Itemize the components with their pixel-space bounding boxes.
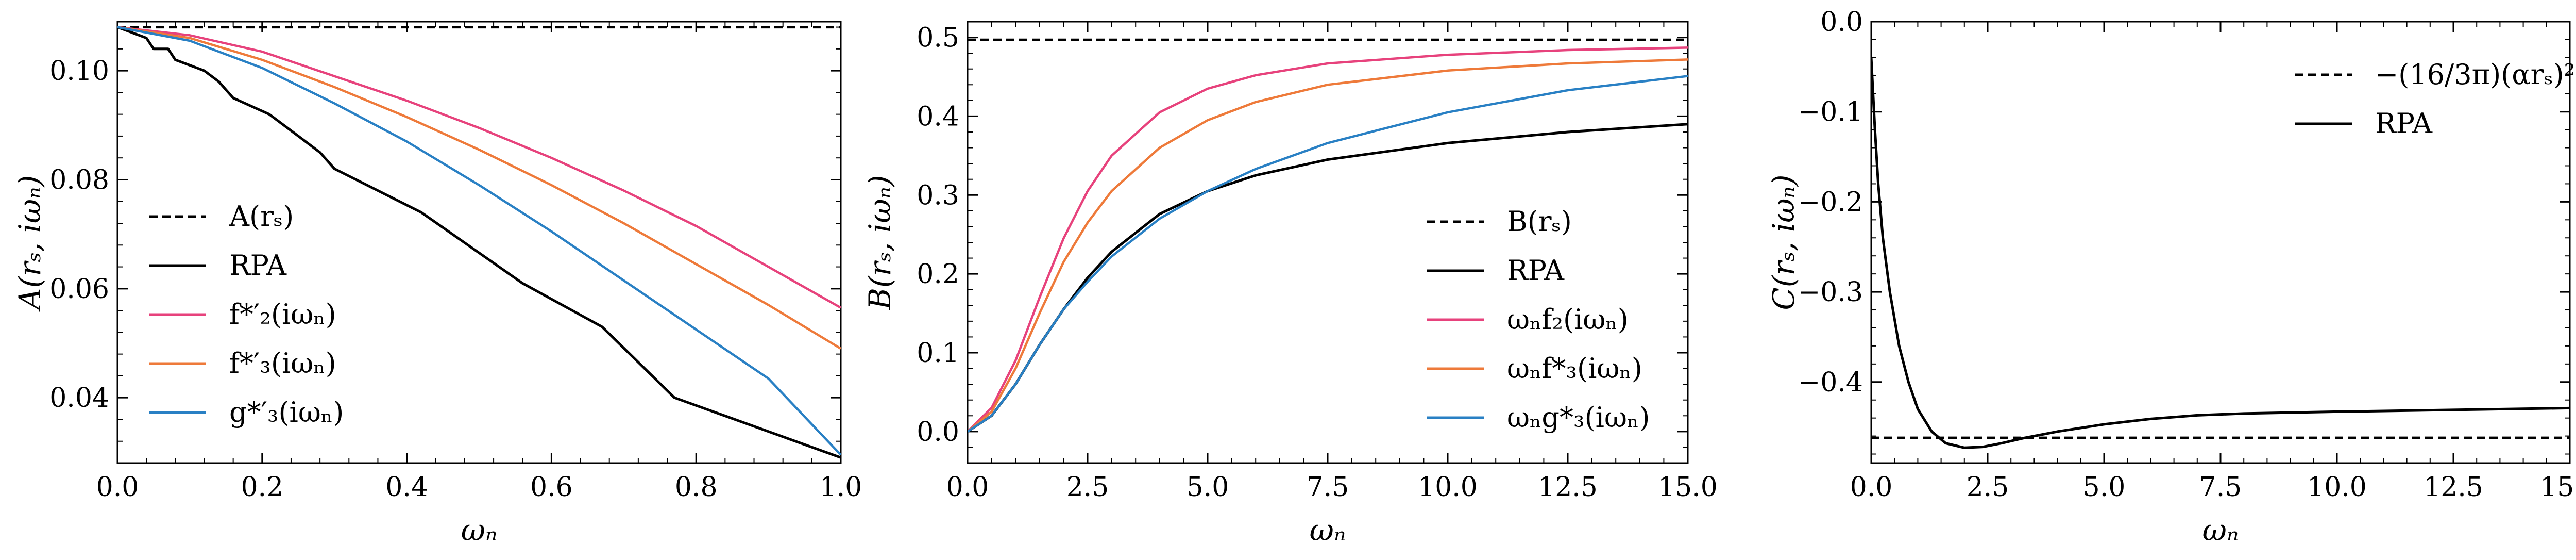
- y-tick-label: −0.2: [1798, 187, 1863, 218]
- legend-label: f*′₃(iωₙ): [229, 347, 336, 380]
- series-line-5: [117, 26, 841, 456]
- x-tick-label: 0.2: [241, 472, 283, 503]
- x-axis-label: ωₙ: [461, 513, 498, 548]
- y-tick-label: −0.3: [1798, 277, 1863, 308]
- series-line-2: [117, 26, 841, 459]
- x-tick-label: 10.0: [1418, 472, 1478, 503]
- x-tick-label: 0.4: [385, 472, 428, 503]
- y-tick-label: 0.2: [917, 259, 959, 290]
- series-line-2: [968, 123, 1688, 433]
- x-tick-label: 0.6: [530, 472, 573, 503]
- chart-panel-3: 0.0 2.5 5.0 7.5 10.0 12.5 15.0 0.0 −0.1 −0.2 −0.3 −…: [1766, 7, 2576, 548]
- series-line-4: [968, 58, 1688, 433]
- series-line-3: [117, 26, 841, 309]
- y-tick-label: 0.5: [917, 23, 959, 54]
- legend-label: g*′₃(iωₙ): [229, 396, 344, 429]
- legend-label: RPA: [2375, 107, 2433, 140]
- y-tick-label: −0.1: [1798, 97, 1863, 128]
- y-axis-label: A(rₛ, iωₙ): [12, 175, 47, 312]
- x-tick-label: 5.0: [1187, 472, 1229, 503]
- x-tick-label: 2.5: [1066, 472, 1109, 503]
- x-tick-label: 0.0: [946, 472, 989, 503]
- legend-label: −(16/3π)(αrₛ)²: [2375, 58, 2575, 91]
- legend-label: RPA: [1507, 254, 1565, 287]
- x-axis-label: ωₙ: [1310, 513, 1346, 548]
- x-tick-label: 15.0: [1658, 472, 1718, 503]
- x-tick-label: 2.5: [1967, 472, 2009, 503]
- x-tick-label: 7.5: [2199, 472, 2242, 503]
- y-tick-label: 0.04: [49, 383, 109, 414]
- x-tick-label: 10.0: [2307, 472, 2367, 503]
- legend-label: f*′₂(iωₙ): [229, 298, 336, 331]
- series-line-2: [1871, 57, 2570, 449]
- series-line-4: [117, 26, 841, 350]
- y-tick-label: 0.0: [917, 417, 959, 448]
- x-tick-label: 12.5: [2424, 472, 2483, 503]
- x-tick-label: 12.5: [1538, 472, 1598, 503]
- x-tick-label: 0.0: [1850, 472, 1893, 503]
- y-axis-label: B(rₛ, iωₙ): [862, 175, 897, 310]
- chart-panel-1: 0.0 0.2 0.4 0.6 0.8 1.0 0.04 0.06 0.08 0.10 ωₙ A(rₛ…: [12, 21, 862, 548]
- legend-label: A(rₛ): [229, 200, 294, 233]
- legend-label: ωₙg*₃(iωₙ): [1507, 401, 1650, 434]
- legend-label: ωₙf*₃(iωₙ): [1507, 352, 1642, 385]
- y-tick-label: 0.3: [917, 180, 959, 211]
- y-tick-label: 0.06: [49, 274, 109, 305]
- series-line-3: [968, 46, 1688, 433]
- x-tick-label: 1.0: [820, 472, 862, 503]
- legend-label: ωₙf₂(iωₙ): [1507, 303, 1629, 336]
- chart-panel-2: 0.0 2.5 5.0 7.5 10.0 12.5 15.0 0.0 0.1 0.2 0.3 0.4 0…: [862, 21, 1718, 548]
- legend-label: RPA: [229, 249, 287, 282]
- y-tick-label: 0.1: [917, 338, 959, 369]
- legend-label: B(rₛ): [1507, 205, 1572, 238]
- x-tick-label: 15.0: [2540, 472, 2576, 503]
- y-tick-label: 0.0: [1820, 7, 1863, 38]
- x-axis-label: ωₙ: [2202, 513, 2239, 548]
- y-tick-label: −0.4: [1798, 367, 1863, 398]
- x-tick-label: 0.8: [675, 472, 718, 503]
- x-tick-label: 5.0: [2083, 472, 2126, 503]
- series-line-5: [968, 75, 1688, 433]
- y-axis-label: C(rₛ, iωₙ): [1766, 174, 1801, 310]
- y-tick-label: 0.08: [49, 164, 109, 195]
- plot-frame: [116, 21, 842, 464]
- y-tick-label: 0.10: [49, 56, 109, 87]
- y-tick-label: 0.4: [917, 101, 959, 132]
- x-tick-label: 7.5: [1307, 472, 1349, 503]
- x-tick-label: 0.0: [96, 472, 139, 503]
